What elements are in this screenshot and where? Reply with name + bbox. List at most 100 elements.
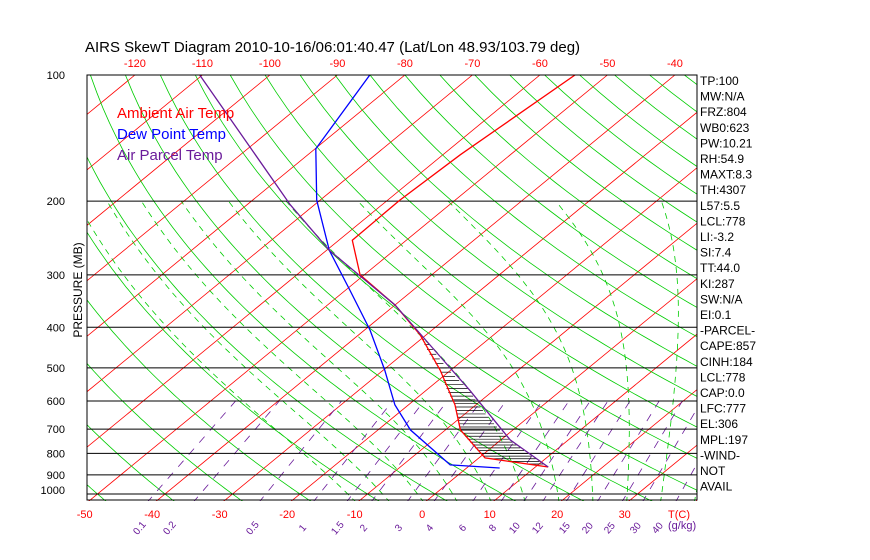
isotherm-line bbox=[762, 75, 870, 503]
pressure-tick-label: 100 bbox=[47, 70, 65, 82]
moist-adiabat-line bbox=[447, 200, 594, 501]
sounding-index: PW:10.21 bbox=[700, 136, 753, 150]
chart-title: AIRS SkewT Diagram 2010-10-16/06:01:40.4… bbox=[85, 39, 580, 56]
mixing-ratio-tick-label: 2 bbox=[358, 522, 370, 534]
top-temp-tick-label: -110 bbox=[192, 58, 213, 70]
dry-adiabat-line bbox=[87, 156, 448, 501]
mixing-ratio-tick-label: 6 bbox=[457, 522, 469, 534]
isotherm-line bbox=[560, 389, 697, 501]
bottom-temp-tick-label: 10 bbox=[484, 509, 496, 521]
bottom-temp-tick-label: 30 bbox=[619, 509, 631, 521]
dry-adiabat-line bbox=[87, 424, 175, 501]
sounding-index: MAXT:8.3 bbox=[700, 168, 752, 182]
top-temp-tick-label: -80 bbox=[397, 58, 413, 70]
x-axis-label: T(C) bbox=[668, 509, 690, 521]
mixing-ratio-line bbox=[500, 400, 570, 501]
isotherm-line bbox=[358, 222, 697, 501]
mixing-ratio-tick-label: 4 bbox=[424, 522, 436, 534]
dry-adiabat-line bbox=[87, 299, 312, 501]
bottom-temp-tick-label: -30 bbox=[212, 509, 228, 521]
dry-adiabat-line bbox=[90, 75, 517, 501]
mixing-ratio-tick-label: 3 bbox=[393, 522, 405, 534]
mixing-ratio-line bbox=[259, 400, 342, 501]
sounding-index: CINH:184 bbox=[700, 355, 753, 369]
pressure-tick-label: 600 bbox=[47, 396, 65, 408]
mixing-ratio-tick-label: 0.5 bbox=[244, 519, 262, 537]
bottom-temp-tick-label: 0 bbox=[419, 509, 425, 521]
dry-adiabat-line bbox=[125, 75, 585, 501]
mixing-ratio-line bbox=[542, 400, 609, 501]
moist-adiabat-line bbox=[555, 200, 630, 501]
pressure-tick-label: 900 bbox=[47, 470, 65, 482]
mixing-ratio-tick-label: 1 bbox=[297, 522, 309, 534]
legend-entry: Dew Point Temp bbox=[117, 126, 226, 143]
dry-adiabat-line bbox=[824, 75, 870, 503]
sounding-index: -WIND- bbox=[700, 448, 740, 462]
mixing-ratio-unit-label: (g/kg) bbox=[668, 520, 696, 532]
isotherm-line bbox=[87, 75, 338, 282]
moist-adiabat-line bbox=[357, 200, 560, 501]
isotherm-line bbox=[155, 75, 676, 501]
mixing-ratio-line bbox=[566, 400, 631, 501]
sounding-index: MPL:197 bbox=[700, 433, 748, 447]
top-temp-tick-label: -90 bbox=[329, 58, 345, 70]
isotherm-line bbox=[493, 333, 697, 501]
dry-adiabat-line bbox=[229, 75, 697, 459]
dry-adiabat-line bbox=[0, 75, 39, 503]
bottom-temp-tick-label: 20 bbox=[551, 509, 563, 521]
mixing-ratio-tick-label: 12 bbox=[530, 520, 546, 536]
sounding-index: AVAIL bbox=[700, 480, 733, 494]
pressure-tick-label: 700 bbox=[47, 424, 65, 436]
mixing-ratio-tick-label: 40 bbox=[650, 520, 666, 536]
isotherm-line bbox=[87, 75, 271, 226]
moist-adiabat-line bbox=[228, 200, 492, 501]
top-temp-tick-label: -60 bbox=[532, 58, 548, 70]
mixing-ratio-line bbox=[523, 400, 591, 501]
sounding-index: RH:54.9 bbox=[700, 152, 744, 166]
mixing-ratio-line bbox=[371, 400, 448, 501]
pressure-tick-label: 400 bbox=[47, 322, 65, 334]
mixing-ratio-line bbox=[642, 407, 697, 501]
mixing-ratio-tick-label: 0.2 bbox=[161, 519, 179, 537]
mixing-ratio-tick-label: 25 bbox=[602, 520, 618, 536]
mixing-ratio-line bbox=[597, 400, 660, 501]
sounding-index: KI:287 bbox=[700, 277, 735, 291]
mixing-ratio-tick-label: 15 bbox=[557, 520, 573, 536]
moist-adiabat-line bbox=[285, 200, 526, 501]
isotherm-line bbox=[290, 167, 697, 501]
bottom-temp-tick-label: -20 bbox=[279, 509, 295, 521]
dry-adiabat-line bbox=[789, 75, 870, 503]
dry-adiabat-line bbox=[264, 75, 697, 428]
sounding-index: LCL:778 bbox=[700, 214, 746, 228]
pressure-tick-label: 300 bbox=[47, 270, 65, 282]
sounding-index: LI:-3.2 bbox=[700, 230, 734, 244]
bottom-temp-tick-label: -50 bbox=[77, 509, 93, 521]
dry-adiabat-line bbox=[404, 75, 697, 308]
sounding-index: CAP:0.0 bbox=[700, 386, 745, 400]
mixing-ratio-tick-label: 1.5 bbox=[329, 519, 347, 537]
sounding-index: FRZ:804 bbox=[700, 105, 747, 119]
mixing-ratio-tick-label: 8 bbox=[487, 522, 499, 534]
top-temp-tick-label: -100 bbox=[259, 58, 281, 70]
mixing-ratio-line bbox=[193, 400, 280, 501]
pressure-tick-label: 1000 bbox=[41, 485, 65, 497]
sounding-index: LFC:777 bbox=[700, 402, 746, 416]
sounding-index: LCL:778 bbox=[700, 370, 746, 384]
dewpoint-line bbox=[315, 75, 500, 469]
isotherm-line bbox=[87, 75, 136, 115]
isotherm-line bbox=[87, 75, 473, 393]
moist-adiabat-line bbox=[660, 200, 679, 501]
sounding-index: NOT bbox=[700, 464, 726, 478]
sounding-index: EL:306 bbox=[700, 417, 738, 431]
dry-adiabat-line bbox=[334, 75, 697, 367]
legend-entry: Air Parcel Temp bbox=[117, 147, 223, 164]
legend-entry: Ambient Air Temp bbox=[117, 105, 234, 122]
dry-adiabat-line bbox=[439, 75, 697, 280]
mixing-ratio-tick-label: 0.1 bbox=[131, 519, 149, 537]
sounding-index: TT:44.0 bbox=[700, 261, 740, 275]
moist-adiabat-line bbox=[141, 200, 424, 501]
isotherm-line bbox=[87, 75, 203, 171]
parcel-temp-line bbox=[199, 75, 549, 468]
